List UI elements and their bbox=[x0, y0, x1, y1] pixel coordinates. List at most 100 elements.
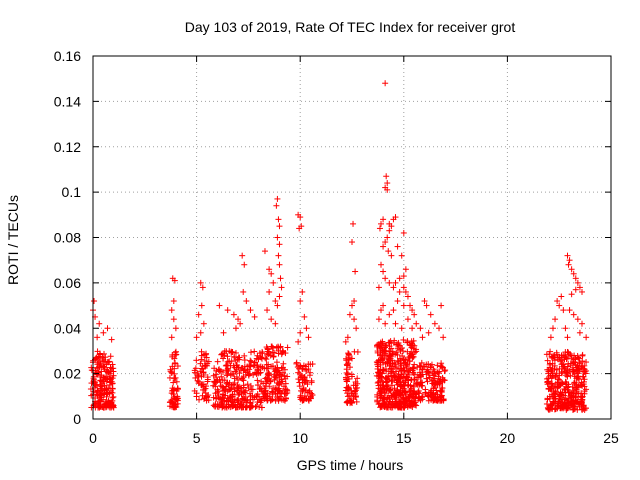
data-point bbox=[278, 376, 285, 383]
data-point bbox=[214, 358, 221, 365]
data-point bbox=[106, 358, 113, 365]
data-point bbox=[375, 385, 382, 392]
data-point bbox=[380, 302, 387, 309]
data-point bbox=[96, 320, 103, 327]
data-point bbox=[193, 334, 200, 341]
data-point bbox=[302, 378, 309, 385]
data-point bbox=[247, 357, 254, 364]
data-point bbox=[344, 378, 351, 385]
data-point bbox=[559, 361, 566, 368]
data-point bbox=[438, 302, 445, 309]
data-point bbox=[413, 348, 420, 355]
data-point bbox=[107, 368, 114, 375]
data-point bbox=[556, 392, 563, 399]
data-point bbox=[295, 369, 302, 376]
data-point bbox=[578, 401, 585, 408]
y-tick-label: 0 bbox=[73, 411, 81, 427]
data-point bbox=[275, 252, 282, 259]
data-point bbox=[280, 348, 287, 355]
data-point bbox=[225, 368, 232, 375]
data-point bbox=[280, 360, 287, 367]
data-point bbox=[417, 381, 424, 388]
data-point bbox=[398, 325, 405, 332]
data-point bbox=[193, 390, 200, 397]
data-point bbox=[390, 390, 397, 397]
data-point bbox=[574, 375, 581, 382]
data-point bbox=[572, 286, 579, 293]
data-point bbox=[266, 288, 273, 295]
data-point bbox=[384, 180, 391, 187]
data-point bbox=[216, 302, 223, 309]
data-point bbox=[102, 375, 109, 382]
data-point bbox=[349, 239, 355, 246]
data-point bbox=[349, 302, 355, 309]
data-point bbox=[238, 396, 245, 403]
data-point bbox=[242, 394, 249, 401]
data-point bbox=[170, 298, 177, 305]
data-point bbox=[201, 386, 208, 393]
data-point bbox=[108, 378, 115, 385]
data-point bbox=[221, 377, 228, 384]
data-point bbox=[344, 385, 351, 392]
data-point bbox=[569, 389, 576, 396]
data-point bbox=[572, 385, 579, 392]
data-point bbox=[264, 307, 271, 314]
data-point bbox=[219, 383, 226, 390]
data-point bbox=[231, 396, 238, 403]
data-point bbox=[394, 243, 401, 250]
data-point bbox=[384, 403, 391, 410]
data-point bbox=[90, 373, 97, 380]
data-point bbox=[219, 351, 226, 358]
data-point bbox=[271, 373, 278, 380]
data-point bbox=[211, 378, 218, 385]
data-point bbox=[576, 329, 583, 336]
data-point bbox=[388, 393, 395, 400]
data-point bbox=[281, 372, 288, 379]
data-point bbox=[203, 397, 210, 404]
data-point bbox=[197, 279, 204, 286]
data-point bbox=[572, 275, 579, 282]
data-point bbox=[274, 364, 281, 371]
data-point bbox=[552, 373, 559, 380]
data-point bbox=[273, 386, 280, 393]
data-point bbox=[400, 395, 407, 402]
data-point bbox=[580, 373, 587, 380]
data-point bbox=[231, 353, 238, 360]
data-point bbox=[385, 248, 392, 255]
data-point bbox=[263, 356, 270, 363]
data-point bbox=[562, 389, 569, 396]
data-point bbox=[168, 334, 175, 341]
data-point bbox=[199, 381, 206, 388]
data-point bbox=[224, 371, 231, 378]
data-point bbox=[172, 359, 179, 366]
data-point bbox=[296, 225, 303, 232]
data-point bbox=[423, 368, 430, 375]
data-point bbox=[574, 316, 581, 323]
data-point bbox=[199, 284, 206, 291]
y-tick-label: 0.12 bbox=[54, 139, 81, 155]
data-point bbox=[554, 298, 561, 305]
data-point bbox=[548, 375, 555, 382]
data-point bbox=[226, 379, 233, 386]
data-point bbox=[99, 404, 106, 411]
data-point bbox=[212, 371, 219, 378]
data-point bbox=[565, 261, 572, 268]
data-point bbox=[195, 373, 202, 380]
data-point bbox=[247, 307, 254, 314]
data-point bbox=[205, 392, 212, 399]
data-point bbox=[376, 225, 383, 232]
data-point bbox=[388, 252, 395, 259]
data-point bbox=[409, 325, 416, 332]
data-point bbox=[237, 320, 244, 327]
data-point bbox=[275, 397, 282, 404]
data-point bbox=[232, 325, 239, 332]
data-point bbox=[95, 387, 102, 394]
data-point bbox=[168, 307, 175, 314]
data-point bbox=[583, 359, 590, 366]
data-point bbox=[169, 353, 176, 360]
data-point bbox=[575, 355, 582, 362]
data-point bbox=[172, 374, 179, 381]
data-point bbox=[548, 367, 555, 374]
data-point bbox=[404, 361, 411, 368]
data-point bbox=[421, 298, 428, 305]
